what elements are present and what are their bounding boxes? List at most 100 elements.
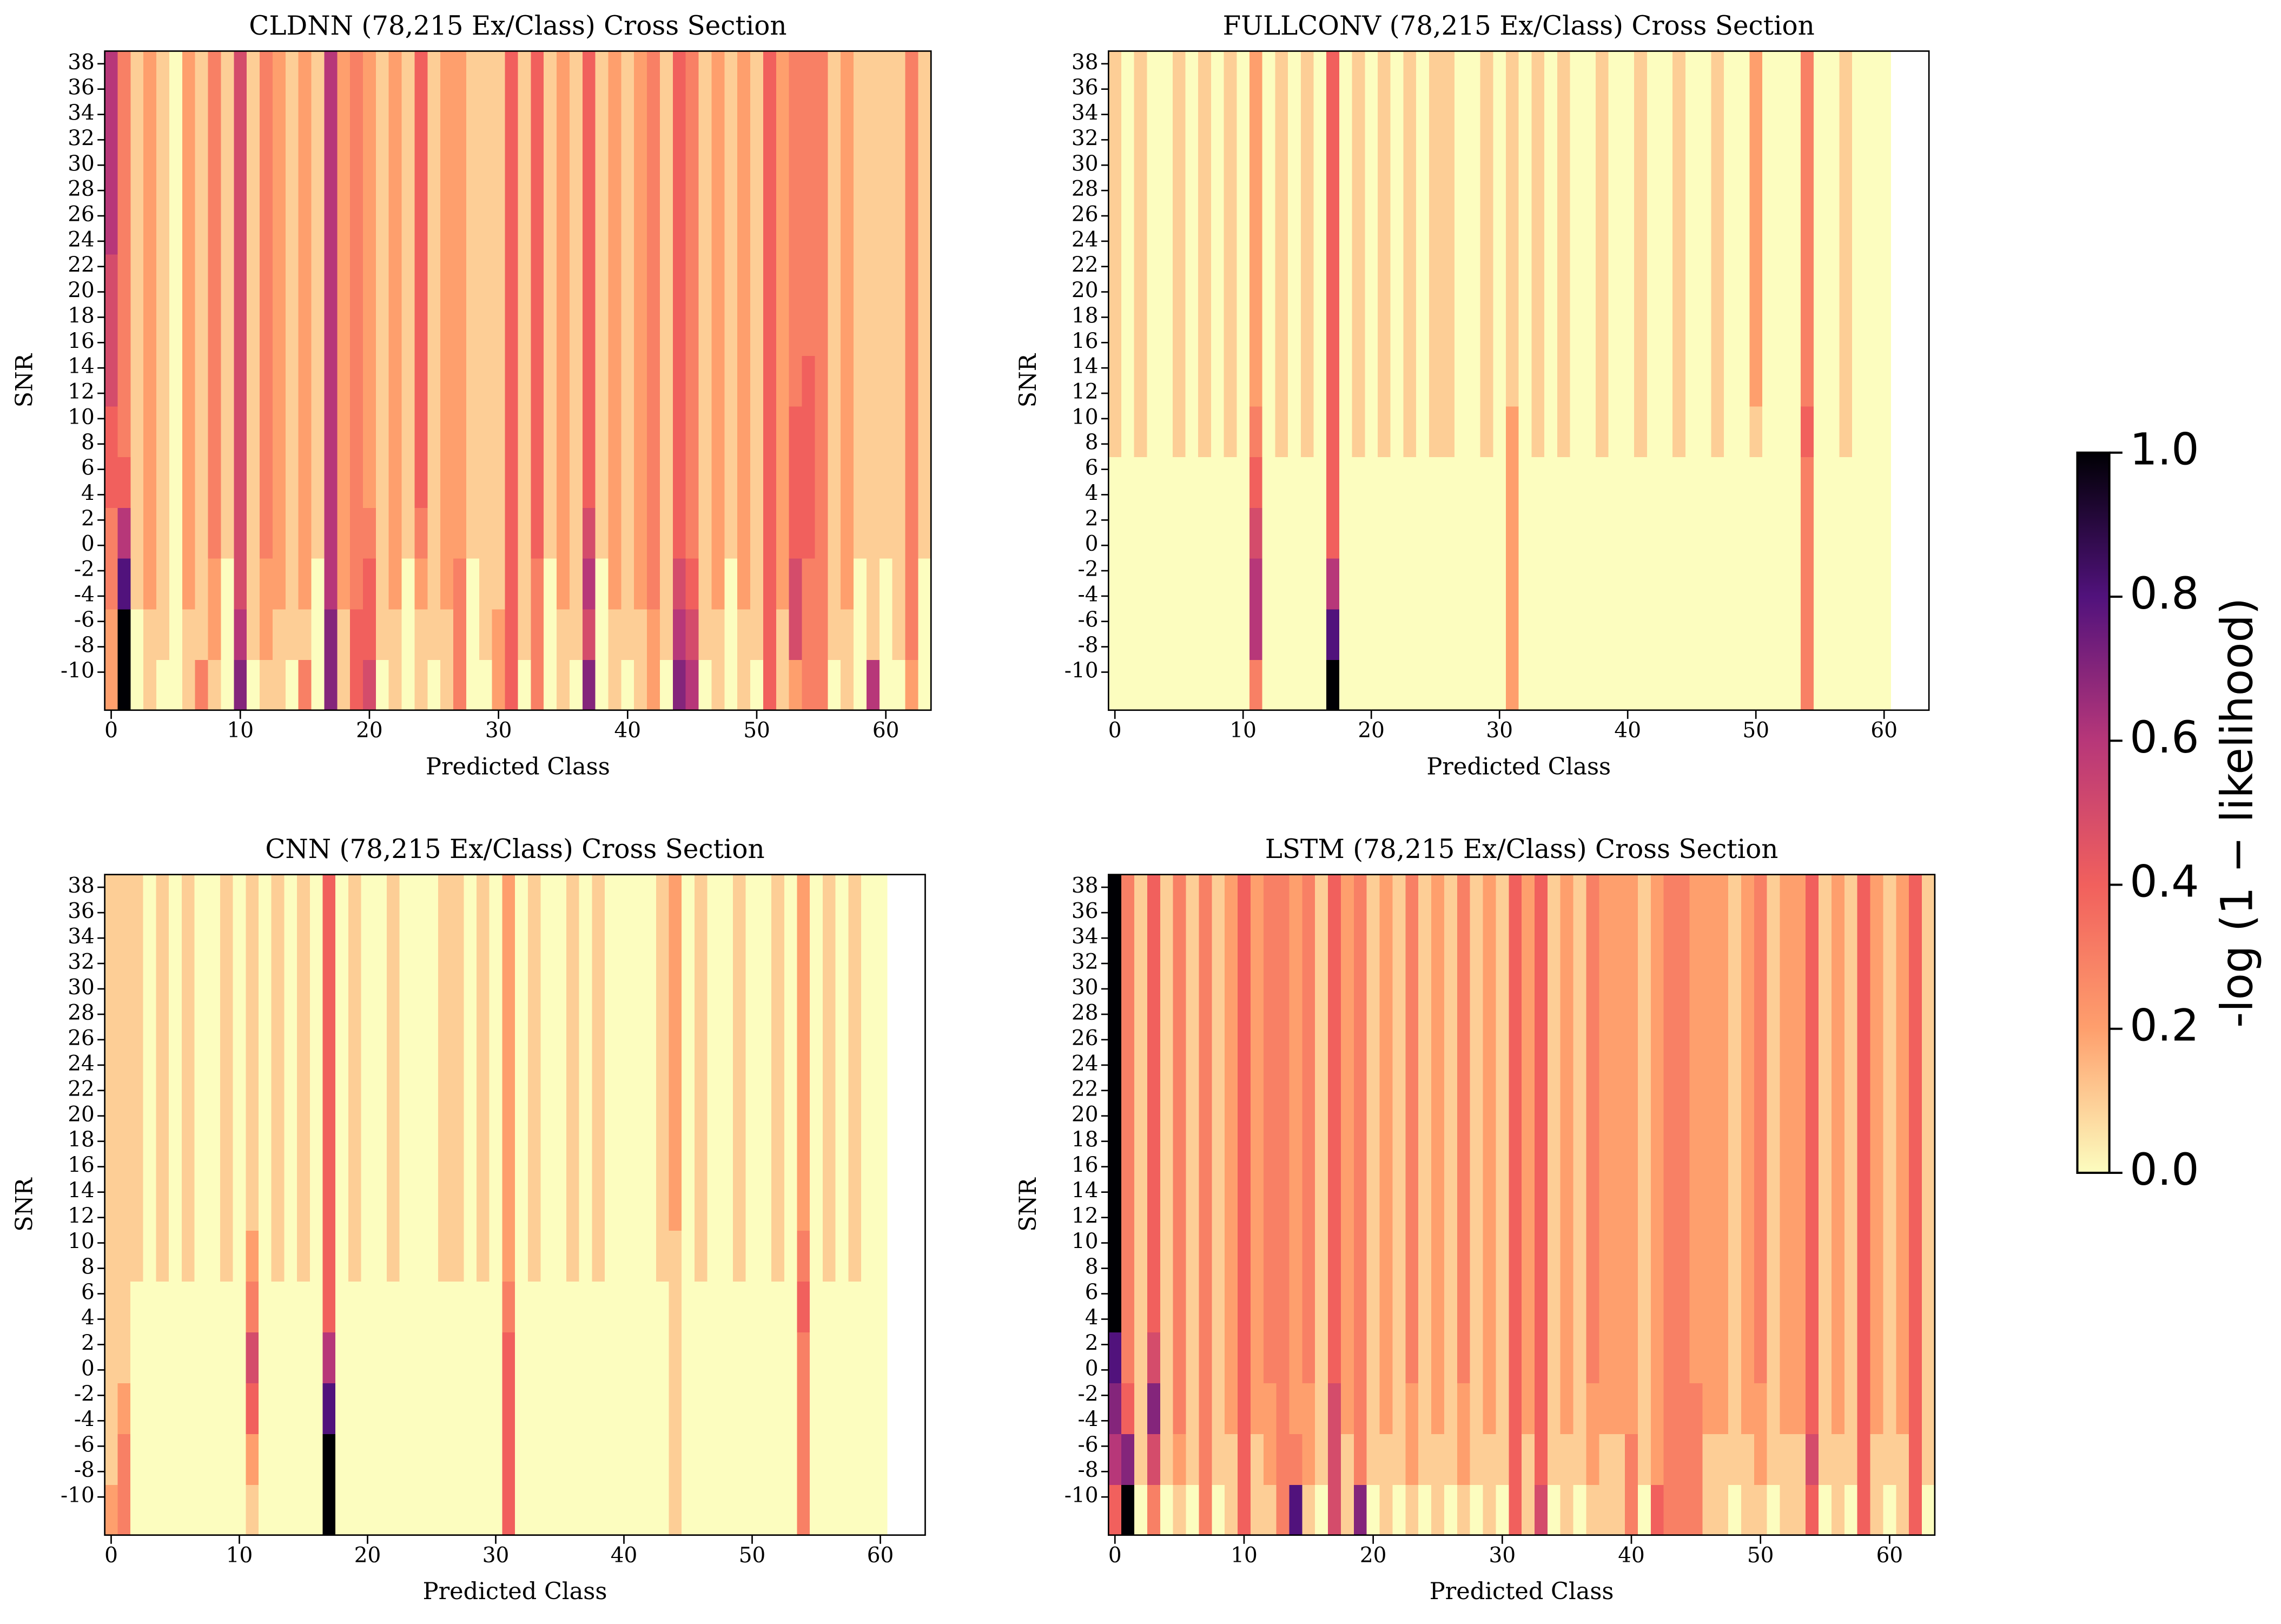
heatmap-cell [518, 355, 532, 407]
heatmap-cell [698, 254, 712, 306]
heatmap-cell [1147, 1433, 1161, 1485]
heatmap-cell [1352, 305, 1366, 356]
heatmap-cell [1608, 609, 1622, 661]
heatmap-cell [1754, 874, 1768, 926]
heatmap-cell [285, 406, 299, 458]
heatmap-cell [531, 305, 545, 356]
heatmap-cell [311, 102, 325, 153]
heatmap-cell [579, 874, 593, 926]
heatmap-cell [1922, 1382, 1935, 1434]
heatmap-cell [527, 976, 541, 1028]
heatmap-cell [466, 305, 480, 356]
heatmap-cell [1506, 51, 1519, 103]
y-tick-label: 32 [1072, 126, 1099, 150]
heatmap-cell [324, 102, 338, 153]
heatmap-cell [1844, 1281, 1858, 1333]
heatmap-cell [1457, 1484, 1471, 1535]
heatmap-cell [1108, 874, 1122, 926]
heatmap-cell [1121, 976, 1135, 1028]
heatmap-cell [711, 457, 725, 508]
heatmap-cell [1857, 1027, 1871, 1079]
heatmap-cell [104, 355, 118, 407]
heatmap-cell [621, 355, 635, 407]
heatmap-cell [117, 1433, 131, 1485]
heatmap-cell [414, 507, 428, 559]
heatmap-cell [711, 203, 725, 255]
heatmap-cell [1340, 1027, 1354, 1079]
heatmap-cell [1711, 558, 1725, 610]
heatmap-cell [1612, 1484, 1626, 1535]
heatmap-cell [672, 254, 686, 306]
heatmap-cell [1801, 51, 1814, 103]
heatmap-cell [350, 609, 364, 661]
heatmap-cell [1225, 874, 1239, 926]
heatmap-cell [1806, 1179, 1820, 1231]
heatmap-cell [724, 355, 738, 407]
y-tick-label: 34 [68, 101, 95, 126]
heatmap-cell [492, 355, 506, 407]
heatmap-cell [1262, 558, 1276, 610]
heatmap-cell [1224, 254, 1238, 306]
heatmap-cell [1557, 659, 1571, 710]
heatmap-cell [207, 1281, 221, 1333]
heatmap-cell [617, 1331, 631, 1383]
x-tick-label: 0 [1108, 1543, 1122, 1568]
heatmap-cell [117, 51, 131, 103]
heatmap-cell [130, 925, 144, 977]
heatmap-cell [1470, 1230, 1484, 1282]
heatmap-cell [375, 254, 389, 306]
heatmap-cell [1857, 925, 1871, 977]
heatmap-cell [1302, 1179, 1316, 1231]
heatmap-cell [143, 976, 157, 1028]
heatmap-cell [1390, 355, 1404, 407]
heatmap-cell [784, 1078, 798, 1130]
heatmap-cell [1366, 1484, 1380, 1535]
colorbar-tick-label: 0.0 [2130, 1145, 2199, 1196]
heatmap-cell [669, 1078, 683, 1130]
heatmap-cell [669, 1128, 683, 1180]
heatmap-cell [1819, 1484, 1833, 1535]
heatmap-cell [1483, 1128, 1497, 1180]
heatmap-cell [579, 1128, 593, 1180]
heatmap-cell [1780, 1128, 1794, 1180]
heatmap-cell [1877, 203, 1892, 255]
heatmap-cell [1313, 406, 1327, 458]
heatmap-cell [694, 874, 708, 926]
heatmap-cell [1826, 152, 1840, 204]
heatmap-cell [1637, 1484, 1651, 1535]
heatmap-cell [1108, 102, 1122, 153]
heatmap-cell [1557, 609, 1571, 661]
heatmap-cell [335, 1433, 349, 1485]
heatmap-cell [451, 1433, 465, 1485]
heatmap-cell [156, 874, 170, 926]
heatmap-cell [1865, 152, 1879, 204]
heatmap-cell [1595, 152, 1609, 204]
heatmap-cell [848, 1382, 862, 1434]
heatmap-cell [1352, 558, 1366, 610]
heatmap-cell [247, 609, 261, 661]
heatmap-cell [143, 1382, 157, 1434]
heatmap-cell [1211, 102, 1225, 153]
heatmap-cell [350, 659, 364, 710]
heatmap-cell [104, 203, 118, 255]
heatmap-cell [797, 1078, 811, 1130]
heatmap-cell [527, 1331, 541, 1383]
heatmap-cell [732, 1382, 746, 1434]
heatmap-cell [685, 659, 699, 710]
heatmap-cell [1275, 254, 1289, 306]
heatmap-cell [1625, 1331, 1639, 1383]
heatmap-cell [669, 1281, 683, 1333]
heatmap-cell [672, 609, 686, 661]
heatmap-cell [1224, 507, 1238, 559]
heatmap-cell [1711, 406, 1725, 458]
heatmap-cell [298, 659, 312, 710]
heatmap-cell [1444, 976, 1458, 1028]
heatmap-cell [1160, 1230, 1174, 1282]
heatmap-cell [489, 1128, 503, 1180]
heatmap-cell [1573, 1179, 1587, 1231]
heatmap-cell [285, 305, 299, 356]
heatmap-cell [1672, 609, 1686, 661]
heatmap-cell [1534, 976, 1548, 1028]
heatmap-cell [1496, 1331, 1510, 1383]
heatmap-cell [621, 558, 635, 610]
